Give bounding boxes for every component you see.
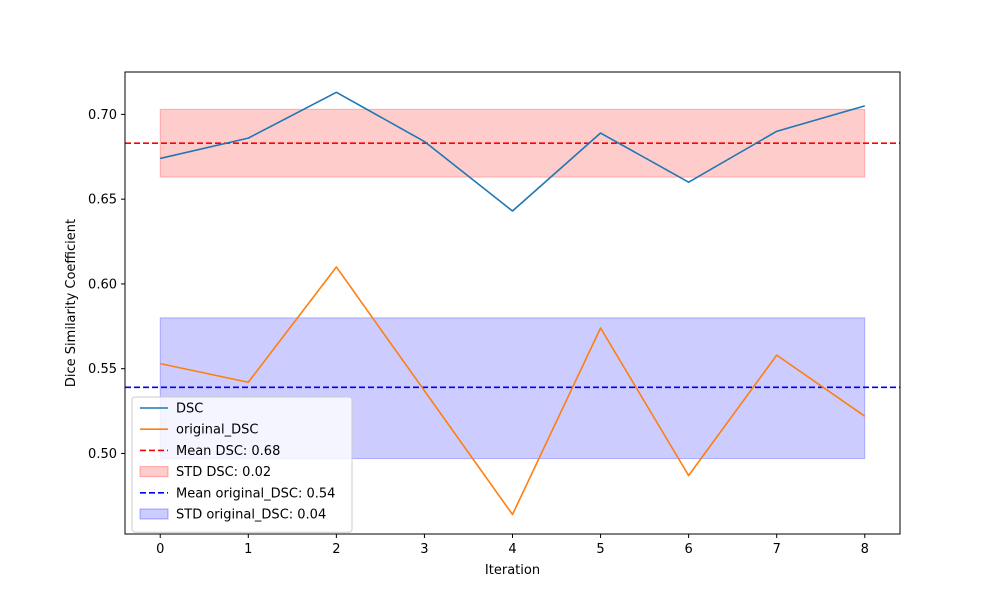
legend-label: DSC xyxy=(176,402,203,417)
x-tick-label: 7 xyxy=(773,542,781,557)
x-tick-label: 8 xyxy=(861,542,869,557)
x-tick-label: 3 xyxy=(420,542,428,557)
data-series xyxy=(160,91,866,516)
y-axis-ticks: 0.50 0.55 0.60 0.65 0.70 xyxy=(88,108,125,462)
x-axis-ticks: 0 1 2 3 4 5 6 7 8 xyxy=(156,534,869,557)
mean-reference-lines xyxy=(125,142,900,389)
x-tick-label: 1 xyxy=(244,542,252,557)
y-tick-label: 0.65 xyxy=(88,193,117,208)
x-axis-label: Iteration xyxy=(485,563,540,578)
legend-handle-patch xyxy=(139,466,169,478)
legend: DSC original_DSC Mean DSC: 0.68 STD DSC: 0.… xyxy=(131,396,353,533)
legend-box xyxy=(131,396,353,533)
x-tick-label: 5 xyxy=(596,542,604,557)
legend-label: original_DSC xyxy=(176,423,258,438)
y-tick-label: 0.70 xyxy=(88,108,117,123)
legend-handle-patch xyxy=(139,508,169,520)
y-axis-label: Dice Similarity Coefficient xyxy=(64,219,79,387)
x-tick-label: 2 xyxy=(332,542,340,557)
y-tick-label: 0.60 xyxy=(88,277,117,292)
legend-label: STD original_DSC: 0.04 xyxy=(176,508,326,523)
y-tick-label: 0.50 xyxy=(88,447,117,462)
legend-label: Mean original_DSC: 0.54 xyxy=(176,486,335,501)
legend-label: Mean DSC: 0.68 xyxy=(176,444,280,459)
legend-label: STD DSC: 0.02 xyxy=(176,465,271,480)
x-tick-label: 0 xyxy=(156,542,164,557)
y-tick-label: 0.55 xyxy=(88,362,117,377)
x-tick-label: 4 xyxy=(508,542,516,557)
x-tick-label: 6 xyxy=(684,542,692,557)
